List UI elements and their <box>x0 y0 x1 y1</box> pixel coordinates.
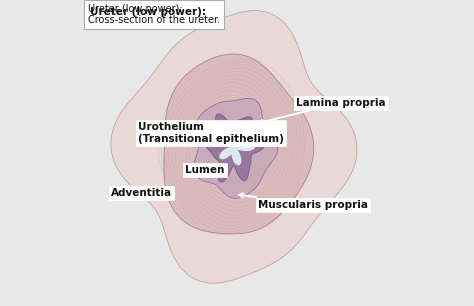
Polygon shape <box>205 114 264 182</box>
Text: Muscularis propria: Muscularis propria <box>239 193 368 210</box>
Polygon shape <box>164 54 314 234</box>
Text: Ureter (low power):
Cross-section of the ureter.: Ureter (low power): Cross-section of the… <box>88 4 220 25</box>
Text: Ureter (low power):: Ureter (low power): <box>90 7 206 17</box>
Text: Lamina propria: Lamina propria <box>258 98 386 124</box>
Polygon shape <box>111 11 357 283</box>
Text: Lumen: Lumen <box>185 165 225 175</box>
Polygon shape <box>194 98 278 198</box>
Polygon shape <box>217 132 255 165</box>
Text: Adventitia: Adventitia <box>110 188 172 198</box>
Text: Urothelium
(Transitional epithelium): Urothelium (Transitional epithelium) <box>138 122 284 144</box>
